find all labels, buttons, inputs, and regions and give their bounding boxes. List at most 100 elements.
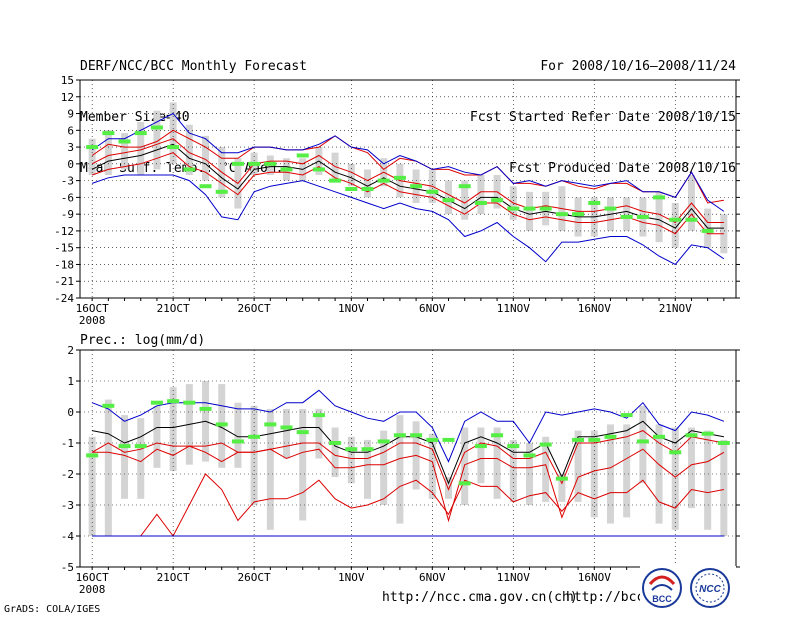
prec-xtick-label: 1NOV: [338, 571, 365, 584]
agency-logos: BCC NCC: [640, 566, 736, 610]
temp-ytick-label: 0: [67, 158, 74, 171]
prec-spread-bar: [380, 430, 388, 505]
prec-observed-mark: [507, 444, 520, 449]
temp-spread-bar: [121, 133, 129, 170]
temp-spread-bar: [104, 130, 112, 176]
prec-observed-mark: [393, 433, 406, 438]
prec-observed-mark: [199, 406, 212, 411]
temp-observed-mark: [167, 145, 180, 150]
temp-observed-mark: [507, 206, 520, 211]
temp-observed-mark: [701, 228, 714, 233]
prec-observed-mark: [442, 437, 455, 442]
temp-observed-mark: [620, 214, 633, 219]
prec-observed-mark: [150, 400, 163, 405]
temp-observed-mark: [280, 167, 293, 172]
prec-observed-mark: [523, 453, 536, 458]
prec-observed-mark: [620, 413, 633, 418]
prec-observed-mark: [134, 444, 147, 449]
prec-frame: [79, 349, 737, 568]
temp-xtick-label: 16NOV: [578, 302, 611, 315]
temp-spread-bar: [655, 191, 663, 243]
prec-spread-bar: [283, 408, 291, 459]
temp-observed-mark: [264, 161, 277, 166]
prec-spread-bar: [250, 405, 258, 505]
grads-credit: GrADS: COLA/IGES: [4, 604, 101, 615]
prec-ytick-label: 0: [67, 406, 74, 419]
temp-ytick-label: -21: [54, 275, 74, 288]
temp-spread-bar: [185, 124, 193, 176]
temp-observed-mark: [604, 206, 617, 211]
temp-observed-mark: [231, 161, 244, 166]
temp-spread-bar: [525, 191, 533, 231]
temp-ytick-label: 6: [67, 124, 74, 137]
temp-observed-mark: [588, 200, 601, 205]
prec-observed-mark: [458, 481, 471, 486]
svg-text:NCC: NCC: [699, 584, 721, 595]
prec-spread-bar: [266, 408, 274, 530]
prec-observed-mark: [717, 441, 730, 445]
prec-observed-mark: [555, 476, 568, 481]
prec-series-q_lower: [92, 445, 725, 523]
prec-observed-mark: [312, 413, 325, 418]
temp-observed-mark: [377, 178, 390, 183]
prec-spread-bar: [655, 424, 663, 524]
prec-observed-mark: [215, 422, 228, 427]
temp-ytick-label: 9: [67, 108, 74, 121]
bcc-logo-icon: BCC: [642, 568, 682, 608]
temp-observed-mark: [669, 217, 682, 222]
prec-observed-mark: [572, 437, 585, 442]
prec-observed-mark: [264, 422, 277, 427]
prec-observed-mark: [118, 444, 131, 449]
temp-spread-bar: [461, 180, 469, 220]
temp-observed-mark: [312, 167, 325, 172]
temp-observed-mark: [458, 184, 471, 189]
prec-observed-mark: [167, 399, 180, 404]
temp-observed-mark: [102, 131, 115, 136]
prec-observed-mark: [102, 403, 115, 408]
temp-observed-mark: [555, 212, 568, 217]
prec-observed-mark: [426, 437, 439, 442]
prec-spread-bar: [234, 402, 242, 468]
temp-xtick-label: 21OCT: [157, 302, 190, 315]
temp-ytick-label: -18: [54, 258, 74, 271]
prec-spread-bar: [720, 439, 728, 536]
temp-ytick-label: -3: [61, 175, 74, 188]
ncc-logo-icon: NCC: [690, 568, 730, 608]
temp-observed-mark: [442, 198, 455, 203]
temp-observed-mark: [410, 184, 423, 189]
prec-xtick-label: 21OCT: [157, 571, 190, 584]
temp-ytick-label: 3: [67, 141, 74, 154]
temp-observed-mark: [426, 189, 439, 194]
temp-observed-mark: [491, 198, 504, 203]
prec-observed-mark: [280, 425, 293, 430]
prec-spread-bar: [331, 427, 339, 478]
prec-spread-bar: [623, 424, 631, 518]
temp-observed-mark: [183, 167, 196, 172]
prec-spread-bar: [299, 408, 307, 521]
prec-spread-bar: [542, 436, 550, 502]
prec-ytick-label: -3: [61, 499, 74, 512]
temp-observed-mark: [345, 187, 358, 191]
temp-observed-mark: [118, 139, 131, 144]
prec-spread-bar: [606, 424, 614, 524]
produced-date: Fcst Produced Date 2008/10/16: [509, 161, 736, 176]
prec-spread-bar: [493, 427, 501, 499]
forecast-title: DERF/NCC/BCC Monthly Forecast: [80, 59, 307, 74]
temp-spread-bar: [364, 169, 372, 198]
prec-observed-mark: [361, 447, 374, 452]
temp-observed-mark: [361, 187, 374, 191]
temp-series-median: [91, 143, 724, 229]
prec-ytick-label: -1: [61, 437, 74, 450]
prec-year-label: 2008: [79, 583, 106, 596]
bcc-url-link[interactable]: http://bcc.: [566, 590, 653, 605]
prec-series-max: [91, 389, 725, 463]
prec-spread-bar: [347, 436, 355, 484]
prec-observed-mark: [653, 434, 666, 439]
temp-series-max: [91, 174, 725, 266]
temp-observed-mark: [86, 145, 99, 150]
prec-spread-bar: [396, 415, 404, 524]
temp-observed-mark: [134, 131, 147, 136]
temp-series-top: [91, 112, 725, 212]
temp-ytick-label: -9: [61, 208, 74, 221]
ncc-url-link[interactable]: http://ncc.cma.gov.cn(ch): [382, 590, 578, 605]
